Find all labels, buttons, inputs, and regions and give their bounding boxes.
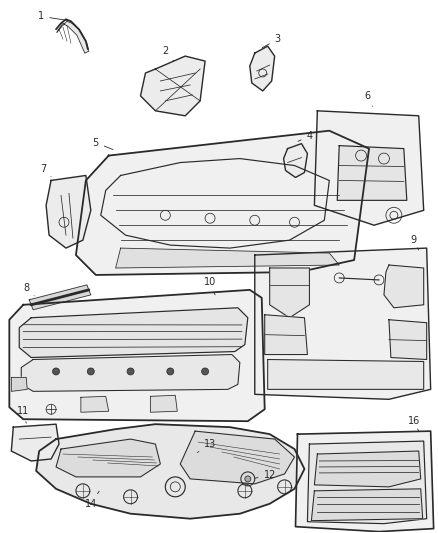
Polygon shape bbox=[268, 360, 424, 389]
Text: 14: 14 bbox=[85, 491, 99, 509]
Polygon shape bbox=[29, 285, 91, 310]
Text: 1: 1 bbox=[38, 11, 70, 21]
Polygon shape bbox=[255, 248, 431, 399]
Polygon shape bbox=[250, 46, 275, 91]
Polygon shape bbox=[265, 315, 307, 354]
Circle shape bbox=[201, 368, 208, 375]
Text: 16: 16 bbox=[408, 416, 420, 431]
Polygon shape bbox=[116, 248, 339, 268]
Text: 11: 11 bbox=[17, 406, 29, 423]
Polygon shape bbox=[36, 424, 304, 519]
Text: 6: 6 bbox=[364, 91, 373, 107]
Text: 4: 4 bbox=[298, 131, 312, 141]
Polygon shape bbox=[56, 439, 160, 477]
Text: 12: 12 bbox=[254, 470, 276, 480]
Circle shape bbox=[127, 368, 134, 375]
Circle shape bbox=[245, 476, 251, 482]
Polygon shape bbox=[11, 424, 59, 461]
Polygon shape bbox=[337, 146, 407, 200]
Polygon shape bbox=[81, 397, 109, 412]
Polygon shape bbox=[283, 144, 307, 177]
Text: 10: 10 bbox=[204, 277, 216, 295]
Text: 3: 3 bbox=[262, 34, 281, 48]
Polygon shape bbox=[141, 56, 205, 116]
Polygon shape bbox=[57, 21, 89, 53]
Polygon shape bbox=[296, 431, 434, 531]
Polygon shape bbox=[307, 441, 427, 523]
Polygon shape bbox=[314, 451, 421, 487]
Polygon shape bbox=[9, 290, 265, 421]
Text: 7: 7 bbox=[40, 164, 51, 176]
Polygon shape bbox=[389, 320, 427, 360]
Polygon shape bbox=[384, 265, 424, 308]
Text: 2: 2 bbox=[162, 46, 173, 61]
Polygon shape bbox=[11, 377, 27, 391]
Text: 8: 8 bbox=[23, 283, 34, 296]
Polygon shape bbox=[270, 268, 309, 318]
Polygon shape bbox=[180, 431, 294, 484]
Text: 9: 9 bbox=[411, 235, 419, 250]
Circle shape bbox=[167, 368, 174, 375]
Circle shape bbox=[53, 368, 60, 375]
Polygon shape bbox=[314, 111, 424, 225]
Polygon shape bbox=[21, 354, 240, 391]
Polygon shape bbox=[46, 175, 91, 248]
Text: 5: 5 bbox=[93, 138, 113, 150]
Polygon shape bbox=[150, 395, 177, 412]
Circle shape bbox=[87, 368, 94, 375]
Text: 13: 13 bbox=[198, 439, 216, 453]
Polygon shape bbox=[19, 308, 248, 358]
Polygon shape bbox=[311, 489, 423, 521]
Polygon shape bbox=[76, 131, 369, 275]
